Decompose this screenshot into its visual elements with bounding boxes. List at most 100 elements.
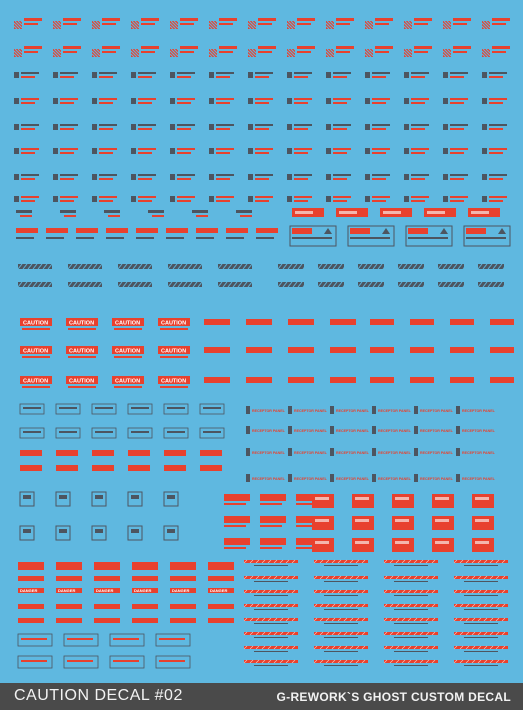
- receptor-marker: [372, 426, 376, 434]
- hatch-line: [286, 50, 294, 58]
- stripe-tick: [279, 559, 284, 564]
- stripe-line: [247, 281, 253, 288]
- decal-text-line: [336, 51, 350, 53]
- hatch-line: [17, 20, 23, 26]
- hatch-line: [325, 25, 330, 30]
- decal-text-line: [21, 76, 35, 78]
- marker-square: [131, 124, 136, 130]
- red-info-box: [224, 516, 250, 523]
- red-block-text: [435, 497, 449, 500]
- stripe-line: [437, 263, 443, 270]
- stripe-line: [437, 281, 443, 288]
- stripe-tick: [465, 645, 470, 650]
- marker-square: [287, 98, 292, 104]
- stripe-bar: [384, 632, 438, 635]
- decal-text-line: [489, 200, 503, 202]
- marker-square: [170, 98, 175, 104]
- decal-text-line: [450, 128, 464, 130]
- hatch-line: [482, 20, 491, 29]
- stripe-bar: [314, 560, 368, 563]
- stripe-bar: [384, 604, 438, 607]
- panel-line: [23, 407, 41, 409]
- danger-label-text: DANGER: [172, 588, 189, 593]
- stripe-bar: [454, 618, 508, 621]
- stripe-line: [17, 281, 23, 288]
- stripe-tick: [431, 645, 436, 650]
- red-tag: [490, 377, 514, 383]
- marker-square: [287, 72, 292, 78]
- stripe-line: [167, 263, 173, 270]
- decal-text-line: [138, 152, 152, 154]
- stripe-bar: [314, 646, 368, 649]
- decal-text-line: [180, 23, 194, 25]
- red-bar-text: [295, 211, 313, 214]
- hatch-line: [485, 48, 491, 54]
- stripe-underline: [324, 595, 358, 596]
- caution-label-text: CAUTION: [23, 349, 48, 355]
- stripe-line: [377, 263, 383, 270]
- marker-square: [14, 98, 19, 104]
- stripe-line: [92, 281, 98, 288]
- danger-label: [208, 618, 234, 623]
- stripe-tick: [501, 617, 506, 622]
- stripe-line: [132, 281, 138, 288]
- stripe-tick: [495, 645, 500, 650]
- stripe-line: [27, 281, 33, 288]
- stripe-line: [222, 281, 228, 288]
- decal-text-line: [24, 23, 38, 25]
- stripe-tick: [279, 659, 284, 664]
- red-block: [392, 494, 414, 508]
- panel-text: [196, 228, 218, 233]
- stripe-line: [337, 281, 343, 288]
- stripe-line: [332, 281, 338, 288]
- stripe-line: [167, 281, 173, 288]
- stripe-tick: [477, 603, 482, 608]
- panel-text: [136, 237, 154, 239]
- stripe-tick: [431, 589, 436, 594]
- hatch-line: [251, 48, 257, 54]
- caution-subtext: [68, 328, 96, 330]
- hatch-line: [59, 48, 62, 51]
- hatch-block: [287, 21, 295, 29]
- decal-text-line: [372, 174, 390, 176]
- marker-square: [287, 196, 292, 202]
- stripe-tick: [255, 575, 260, 580]
- hatch-line: [92, 48, 101, 57]
- decal-text-line: [219, 51, 233, 53]
- decal-text-line: [294, 174, 312, 176]
- stripe-tick: [267, 617, 272, 622]
- stripe-tick: [465, 631, 470, 636]
- stripe-bar: [314, 604, 368, 607]
- decal-text-line: [99, 128, 113, 130]
- stripe-tick: [255, 559, 260, 564]
- stripe-tick: [489, 559, 494, 564]
- stripe-bar: [244, 576, 298, 579]
- stripe-tick: [495, 589, 500, 594]
- caution-label: [66, 346, 98, 354]
- hatch-line: [481, 50, 489, 58]
- hatch-line: [329, 48, 335, 54]
- decal-text-line: [99, 124, 117, 126]
- decal-text-line: [372, 200, 386, 202]
- hatch-line: [20, 48, 23, 51]
- stripe-line: [277, 263, 283, 270]
- decal-text-line: [177, 72, 195, 74]
- stripe-tick: [383, 575, 388, 580]
- decal-text-line: [216, 72, 234, 74]
- danger-label-text: DANGER: [20, 588, 37, 593]
- stripe-tick: [349, 603, 354, 608]
- bottom-panel-text: [113, 638, 139, 640]
- marker-square: [248, 174, 253, 180]
- stripe-line: [47, 263, 53, 270]
- stripe-line: [287, 263, 293, 270]
- stripe-tick: [425, 559, 430, 564]
- danger-label: [208, 562, 234, 570]
- stripe-tick: [453, 603, 458, 608]
- access-square-fill: [59, 495, 67, 499]
- bracket-bar: [196, 215, 208, 217]
- stripe-underline: [464, 651, 498, 652]
- hatch-line: [95, 20, 101, 26]
- caution-label: [158, 318, 190, 326]
- stripe-tick: [471, 589, 476, 594]
- decal-text-line: [177, 124, 195, 126]
